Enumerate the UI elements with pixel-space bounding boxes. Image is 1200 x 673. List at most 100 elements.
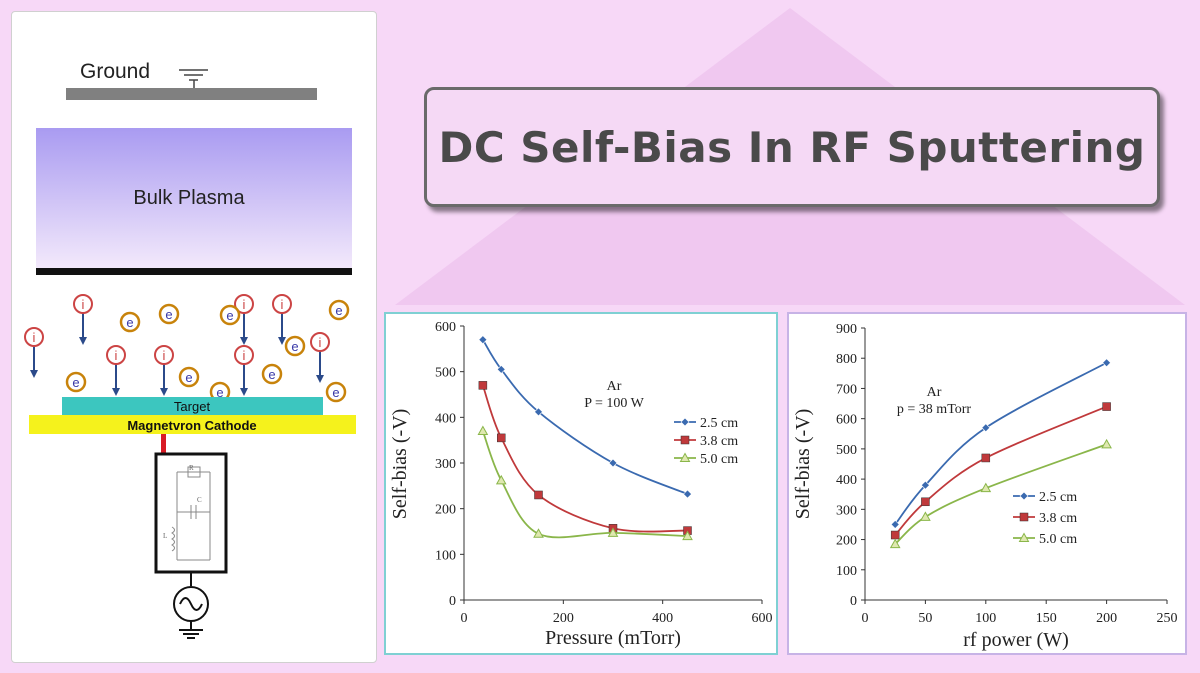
electron-label: e [126,315,133,330]
x-tick-label: 100 [975,611,996,626]
electron-label: e [185,370,192,385]
series-line [894,361,1108,525]
ac-source-icon [173,586,209,622]
ion-arrowhead [160,388,168,396]
data-point-square [1019,512,1029,522]
data-point-square [981,453,991,463]
circuit-schematic [171,466,211,561]
data-point-diamond [683,489,692,499]
electron-label: e [72,375,79,390]
data-point-triangle [607,527,619,537]
ground-label: Ground [80,60,150,83]
ground-symbol-icon [179,69,208,88]
y-tick-label: 600 [435,320,456,335]
ion-arrowhead [240,337,248,345]
plasma-label: Bulk Plasma [133,187,245,209]
electron-circle [325,381,347,403]
data-point-diamond [981,423,991,433]
title-box: DC Self-Bias In RF Sputtering [424,87,1160,207]
y-tick-label: 600 [836,413,857,428]
data-point-triangle [533,528,544,538]
x-tick-label: 0 [862,611,869,626]
y-axis-label: Self-bias (-V) [389,409,411,520]
y-tick-label: 800 [836,352,857,367]
ion-circle [73,294,93,314]
y-tick-label: 400 [836,473,857,488]
chart-power: 0 100 200 300 400 500 600 700 800 900 0 50 100 150 200… [792,322,1178,651]
x-tick-label: 150 [1036,611,1057,626]
data-point-diamond [680,417,690,427]
y-tick-label: 300 [836,503,857,518]
y-axis-label: Self-bias (-V) [792,409,814,520]
electron-circle [119,311,141,333]
data-point-diamond [890,520,900,529]
electron-circle [219,304,241,326]
x-axis-label: Pressure (mTorr) [545,627,681,649]
data-point-diamond [496,364,506,374]
series-line [894,443,1107,545]
target-label: Target [174,399,211,414]
x-tick-label: 400 [652,611,673,626]
ion-label: i [281,297,284,312]
data-point-triangle [679,452,691,462]
y-tick-label: 900 [836,322,857,337]
ion-circle [154,345,174,365]
data-point-square [478,381,488,390]
ion-circle [24,327,44,347]
ion-arrowhead [240,388,248,396]
ion-label: i [243,348,246,363]
electron-label: e [335,303,342,318]
page-title: DC Self-Bias In RF Sputtering [438,122,1146,172]
data-point-diamond [608,458,618,468]
target-plate [62,397,323,415]
chart-annotation-condition: P = 100 W [584,396,644,411]
x-tick-label: 50 [918,611,932,626]
y-tick-label: 200 [836,534,857,549]
electron-label: e [332,385,339,400]
electron-circle [178,366,200,388]
electron-label: e [165,307,172,322]
electron-circle [158,303,180,325]
data-point-square [1102,402,1111,411]
electron-circle [65,371,87,393]
x-tick-label: 200 [553,611,574,626]
source-ground-icon [179,621,203,639]
y-tick-label: 200 [435,503,456,518]
chart-pressure: 0 100 200 300 400 500 600 0 200 400 600 Pressure (m… [389,320,773,649]
electron-label: e [291,339,298,354]
electron-label: e [216,385,223,400]
data-point-square [890,530,900,540]
cathode-label: Magnetvron Cathode [127,418,256,433]
data-point-triangle [920,511,931,521]
chart-annotation-gas: Ar [607,379,622,394]
ion-circle [106,345,126,365]
data-point-triangle [1018,532,1030,542]
legend-label: 5.0 cm [700,452,738,467]
series-line [894,405,1107,536]
y-tick-label: 400 [435,411,456,426]
data-point-diamond [534,407,543,417]
x-tick-label: 250 [1157,611,1178,626]
cathode-plate [29,415,356,434]
y-tick-label: 100 [435,548,456,563]
data-point-triangle [1101,438,1112,449]
ion-circle [310,332,330,352]
legend-label: 3.8 cm [1039,511,1077,526]
ion-circle [272,294,292,314]
x-tick-label: 200 [1096,611,1117,626]
ion-circle [234,294,254,314]
x-axis-label: rf power (W) [963,629,1069,651]
y-tick-label: 100 [836,564,857,579]
ion-circle [234,345,254,365]
ion-arrowhead [79,337,87,345]
bulk-plasma [36,128,352,268]
y-tick-label: 0 [449,594,456,609]
y-tick-label: 0 [850,594,857,609]
legend-label: 3.8 cm [700,434,738,449]
data-point-square [534,490,543,500]
chart-panel-pressure: 0 100 200 300 400 500 600 0 200 400 600 Pressure (m… [384,312,778,655]
ion-label: i [82,297,85,312]
data-point-triangle [980,482,992,493]
chart-panel-power: 0 100 200 300 400 500 600 700 800 900 0 50 100 150 200… [787,312,1187,655]
